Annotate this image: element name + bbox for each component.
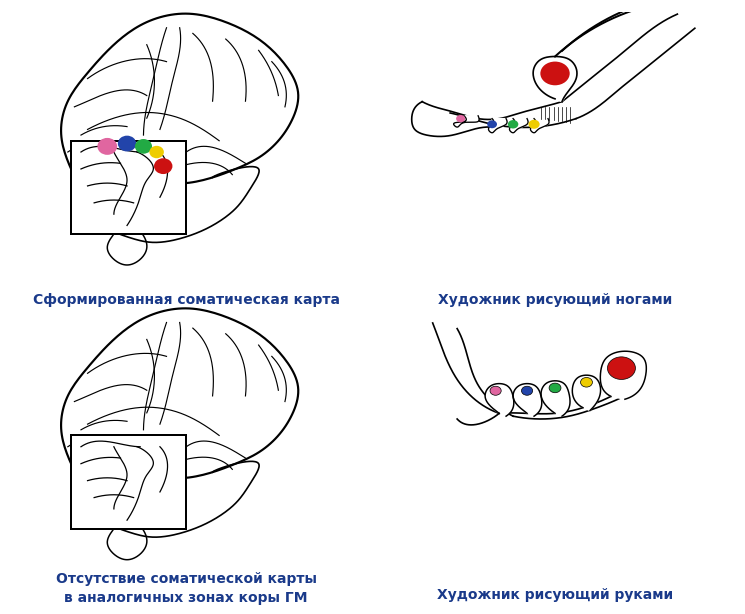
Circle shape: [118, 136, 136, 152]
Polygon shape: [61, 308, 298, 515]
Text: Отсутствие соматической карты: Отсутствие соматической карты: [56, 572, 317, 586]
Polygon shape: [534, 56, 576, 102]
Circle shape: [150, 146, 164, 158]
Circle shape: [580, 378, 592, 387]
Polygon shape: [485, 385, 513, 416]
Polygon shape: [541, 383, 569, 416]
Polygon shape: [61, 14, 298, 220]
Circle shape: [456, 115, 465, 122]
Circle shape: [549, 383, 561, 393]
Circle shape: [508, 120, 519, 128]
Polygon shape: [510, 119, 527, 133]
Polygon shape: [530, 119, 548, 133]
Polygon shape: [107, 220, 147, 265]
Polygon shape: [572, 376, 600, 411]
Circle shape: [98, 138, 117, 155]
Polygon shape: [107, 464, 259, 537]
Polygon shape: [489, 119, 506, 133]
Circle shape: [154, 158, 172, 174]
Circle shape: [607, 357, 635, 379]
Text: Сформированная соматическая карта: Сформированная соматическая карта: [33, 293, 340, 307]
Text: в аналогичных зонах коры ГМ: в аналогичных зонах коры ГМ: [65, 591, 308, 605]
Polygon shape: [600, 351, 646, 399]
Polygon shape: [107, 169, 259, 243]
Circle shape: [487, 120, 497, 128]
Polygon shape: [107, 515, 147, 560]
Circle shape: [135, 139, 152, 154]
Bar: [71, 435, 186, 529]
Text: Художник рисующий руками: Художник рисующий руками: [437, 588, 673, 602]
Circle shape: [522, 386, 533, 395]
Circle shape: [528, 120, 539, 129]
Bar: [71, 141, 186, 234]
Polygon shape: [513, 385, 541, 416]
Polygon shape: [454, 116, 478, 127]
Circle shape: [540, 61, 570, 85]
Text: Художник рисующий ногами: Художник рисующий ногами: [438, 293, 672, 307]
Circle shape: [490, 386, 501, 395]
